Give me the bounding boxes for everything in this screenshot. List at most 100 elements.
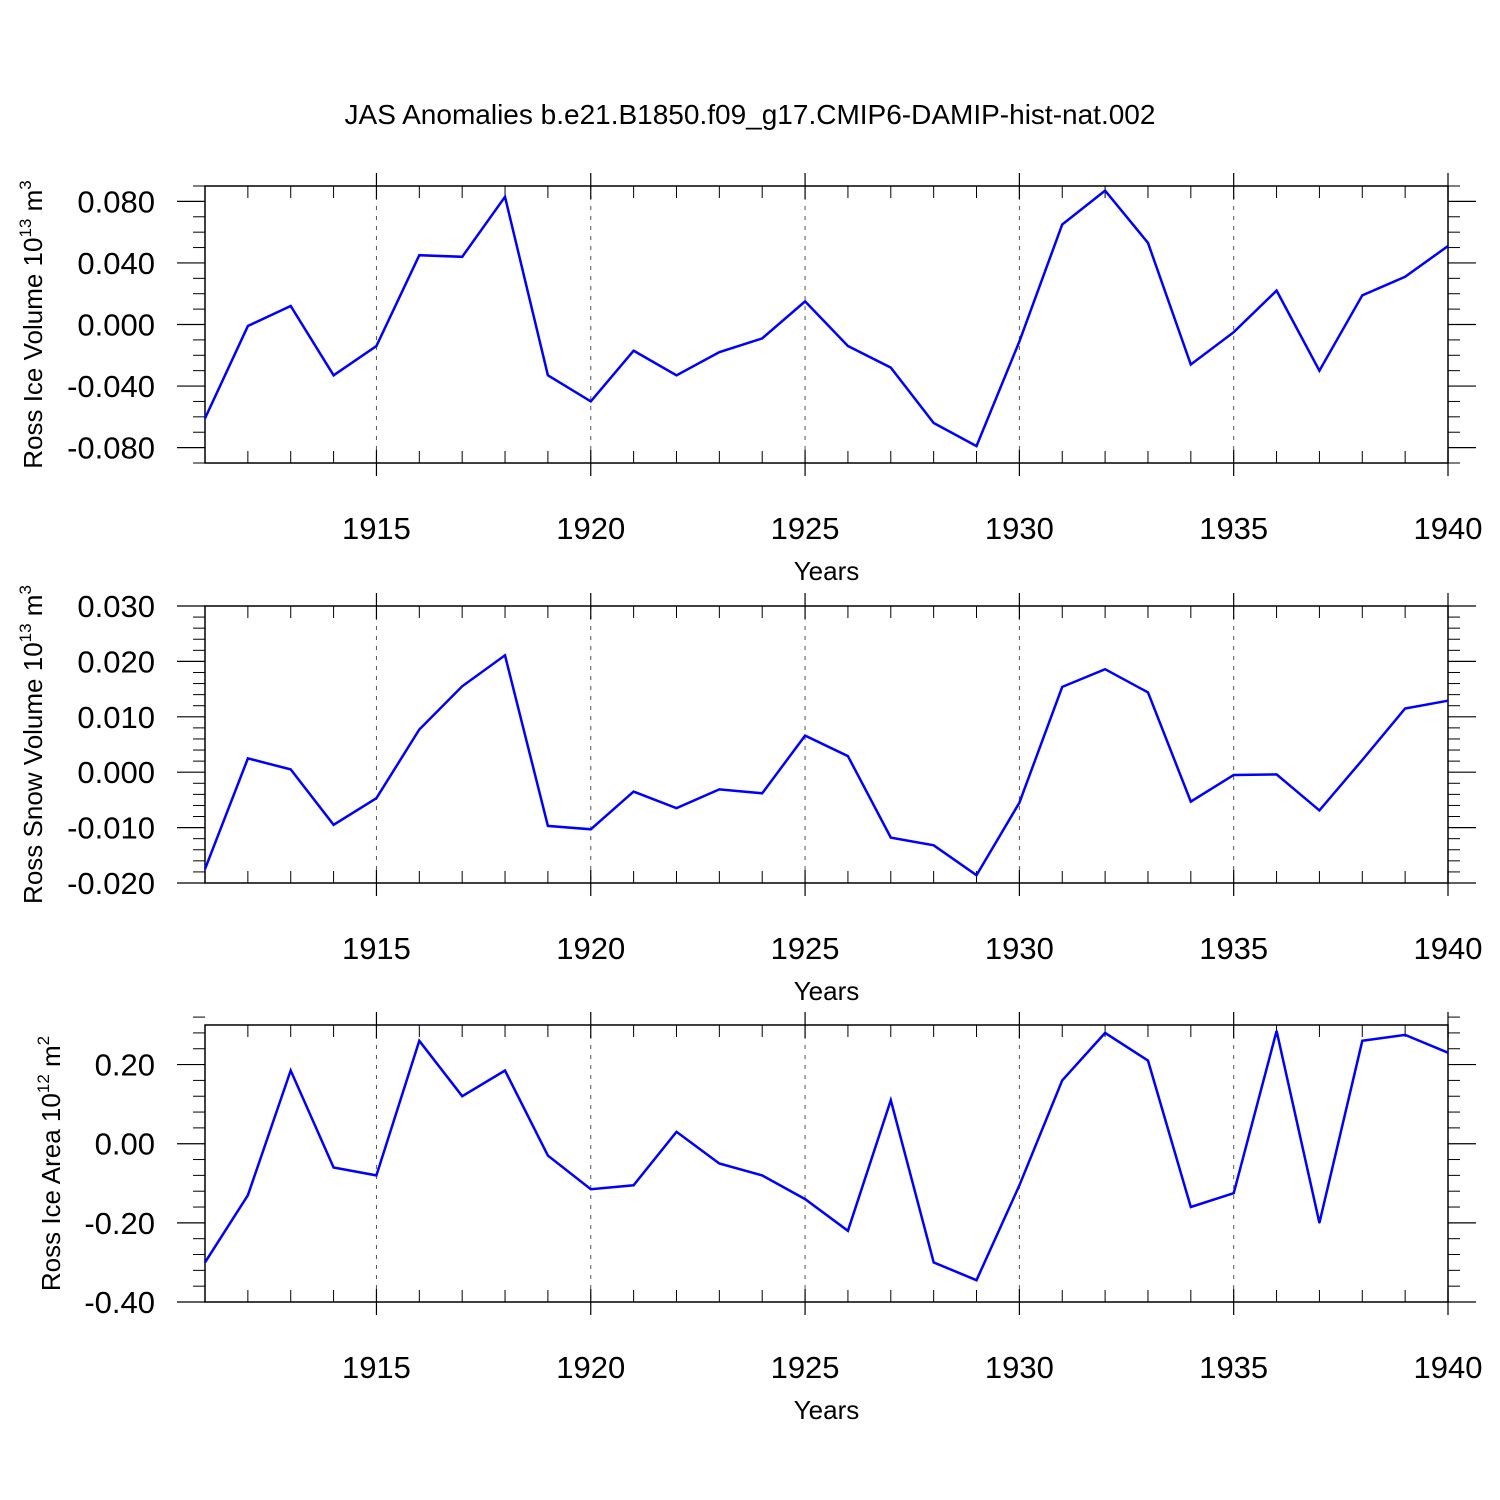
y-tick-label: -0.20 xyxy=(84,1206,155,1241)
data-point xyxy=(1232,1192,1235,1194)
y-axis-label-unit: m xyxy=(36,1045,66,1074)
data-point xyxy=(461,685,463,688)
y-axis-label-exponent: 12 xyxy=(34,1074,53,1093)
data-point xyxy=(804,1198,806,1200)
data-point xyxy=(1404,707,1406,710)
data-point xyxy=(675,1131,678,1133)
data-point xyxy=(418,728,421,731)
y-tick-label: 0.030 xyxy=(77,589,155,624)
data-point xyxy=(1361,294,1364,297)
data-point xyxy=(932,844,935,847)
y-axis-label: Ross Snow Volume 1013 m3 xyxy=(16,585,48,904)
data-point xyxy=(1447,245,1449,247)
x-axis-label: Years xyxy=(794,556,860,586)
data-point xyxy=(589,400,592,403)
panel-ross-ice-volume: 1915 1920 1925 1930 1935 1940 -0.080 -0.040 0.00… xyxy=(16,173,1482,586)
x-tick-label: 1930 xyxy=(985,931,1054,966)
y-tick-label: 0.20 xyxy=(95,1048,155,1083)
x-tick-label: 1925 xyxy=(771,931,840,966)
data-point xyxy=(1275,289,1278,292)
y-axis-label-text: Ross Ice Volume 10 xyxy=(18,238,48,469)
plot-frame xyxy=(204,605,1449,884)
data-point xyxy=(504,654,506,657)
x-tick-label: 1920 xyxy=(556,1350,625,1385)
data-point xyxy=(504,195,506,198)
data-point xyxy=(761,1174,764,1177)
x-tick-label: 1940 xyxy=(1414,1350,1483,1385)
data-point xyxy=(418,254,421,257)
y-tick-label: 0.000 xyxy=(77,308,155,343)
data-point xyxy=(1018,1184,1021,1187)
y-tick-label: -0.010 xyxy=(67,811,155,846)
y-axis-label: Ross Ice Volume 1013 m3 xyxy=(16,180,48,469)
data-point xyxy=(761,792,764,795)
x-tick-label: 1935 xyxy=(1199,931,1268,966)
data-point xyxy=(418,1040,421,1042)
data-point xyxy=(1404,275,1406,278)
panel-ross-snow-volume: 1915 1920 1925 1930 1935 1940 -0.020 -0.010 0.00… xyxy=(16,585,1482,1006)
data-point xyxy=(247,1194,249,1196)
y-tick-label: -0.020 xyxy=(67,866,155,901)
data-point xyxy=(547,1154,549,1157)
x-tick-label: 1930 xyxy=(985,1350,1054,1385)
data-point xyxy=(632,1184,635,1187)
y-tick-label: 0.00 xyxy=(95,1127,155,1162)
data-point xyxy=(589,1188,592,1191)
x-axis-label: Years xyxy=(794,1395,860,1425)
data-point xyxy=(932,1261,935,1264)
x-tick-label: 1935 xyxy=(1199,1350,1268,1385)
y-tick-label: -0.040 xyxy=(67,369,155,404)
y-tick-label: 0.000 xyxy=(77,755,155,790)
data-point xyxy=(1190,1206,1192,1208)
data-point xyxy=(889,1099,892,1101)
x-tick-label: 1925 xyxy=(771,1350,840,1385)
data-point xyxy=(804,300,806,303)
data-point xyxy=(547,374,549,377)
data-point xyxy=(1232,331,1235,333)
y-axis-label-exponent: 13 xyxy=(16,219,35,238)
data-point xyxy=(1232,774,1235,776)
y-axis-label-unit: m xyxy=(18,595,48,624)
y-tick-label: 0.020 xyxy=(77,644,155,679)
data-point xyxy=(889,836,892,839)
data-point xyxy=(1275,1030,1278,1032)
data-point xyxy=(804,734,806,737)
data-point xyxy=(289,1069,292,1072)
panels: 1915 1920 1925 1930 1935 1940 -0.080 -0.040 0.00… xyxy=(16,173,1482,1425)
data-point xyxy=(1061,1079,1064,1082)
data-point xyxy=(1318,369,1321,372)
y-tick-label: 0.040 xyxy=(77,246,155,281)
data-point xyxy=(1190,800,1192,803)
x-tick-label: 1915 xyxy=(342,1350,411,1385)
data-point xyxy=(675,374,678,377)
y-axis-label-unit: m xyxy=(18,190,48,219)
data-point xyxy=(1147,691,1149,694)
data-point xyxy=(289,305,292,307)
y-axis-label-text: Ross Ice Area 10 xyxy=(36,1093,66,1291)
y-tick-label: 0.010 xyxy=(77,700,155,735)
series-line-ross-snow-volume xyxy=(203,653,1449,877)
plot-frame xyxy=(204,1024,1449,1303)
y-tick-label: -0.40 xyxy=(84,1285,155,1320)
data-point xyxy=(1147,1059,1149,1062)
data-point xyxy=(375,797,378,800)
data-point xyxy=(1147,242,1149,244)
data-point xyxy=(375,1174,378,1177)
data-point xyxy=(247,757,249,760)
data-point xyxy=(1061,686,1064,688)
data-point xyxy=(247,325,249,327)
data-point xyxy=(889,366,892,369)
data-point xyxy=(1104,668,1106,670)
series-line-ross-ice-area xyxy=(203,1030,1449,1282)
chart-title: JAS Anomalies b.e21.B1850.f09_g17.CMIP6-… xyxy=(345,99,1156,130)
data-point xyxy=(1447,699,1449,702)
data-point xyxy=(589,828,592,831)
data-point xyxy=(1018,801,1021,804)
data-point xyxy=(1275,773,1278,776)
data-point xyxy=(1190,363,1192,366)
data-point xyxy=(1361,759,1364,761)
y-axis-label: Ross Ice Area 1012 m2 xyxy=(34,1036,66,1291)
data-point xyxy=(375,345,378,347)
data-point xyxy=(718,788,721,791)
